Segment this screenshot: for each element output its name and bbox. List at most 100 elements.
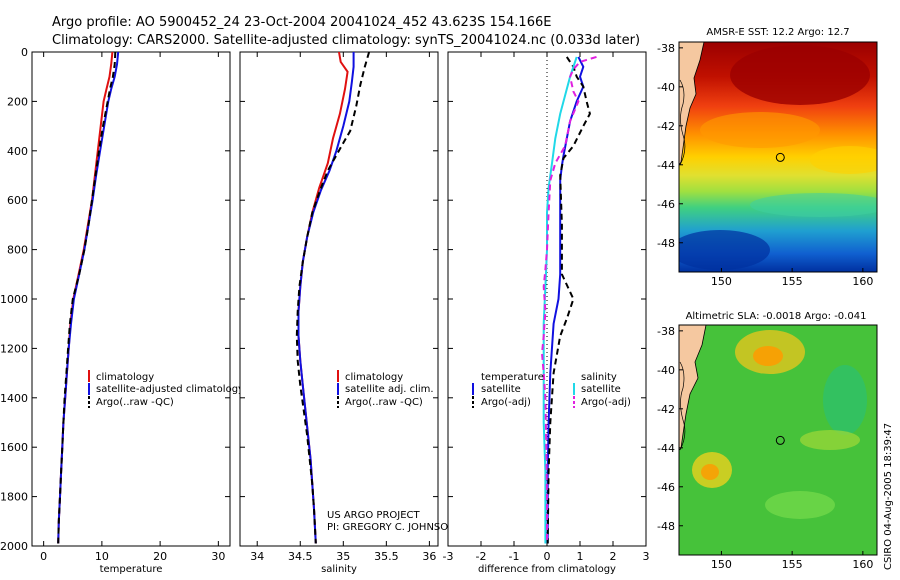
credit-pi: PI: GREGORY C. JOHNSON: [327, 522, 456, 533]
salinity-legend: climatology satellite adj. clim. Argo(..…: [337, 370, 434, 408]
difference-xlabel: difference from climatology: [478, 564, 616, 575]
temperature-lines: [57, 51, 120, 544]
y-tick-label: 800: [7, 244, 28, 257]
map-x-tick-label: 155: [782, 558, 803, 571]
legend-label-temp-argo: Argo(-adj): [481, 397, 531, 408]
difference-ticks: -3 -2 -1 0 1 2 3: [443, 51, 650, 563]
sst-yellow-patch: [810, 146, 877, 174]
temperature-axes-frame: [31, 51, 231, 547]
sla-map-ticks: 150 155 160 -38 -40 -42 -44 -46 -48: [657, 325, 873, 571]
y-tick-label: 1600: [0, 441, 28, 454]
x-tick-label: 35.5: [374, 550, 399, 563]
series-salinity-argo-adj-: [540, 55, 597, 544]
x-tick-label: 20: [153, 550, 167, 563]
map-y-tick-label: -46: [657, 198, 675, 211]
map-y-tick-label: -42: [657, 403, 675, 416]
sla-teal-blob: [823, 365, 867, 435]
x-tick-label: 34: [250, 550, 264, 563]
map-y-tick-label: -48: [657, 520, 675, 533]
sla-high-core-2: [701, 464, 719, 480]
x-tick-label: 0: [544, 550, 551, 563]
x-tick-label: 36: [422, 550, 436, 563]
credit-project: US ARGO PROJECT: [327, 510, 421, 521]
x-tick-label: 3: [643, 550, 650, 563]
map-y-tick-label: -48: [657, 237, 675, 250]
y-tick-label: 1800: [0, 491, 28, 504]
map-x-tick-label: 150: [711, 558, 732, 571]
temperature-legend: climatology satellite-adjusted climatolo…: [88, 370, 244, 408]
map-y-tick-label: -46: [657, 481, 675, 494]
y-tick-label: 0: [21, 46, 28, 59]
salinity-xlabel: salinity: [321, 564, 357, 575]
legend-label-climatology: climatology: [345, 372, 403, 383]
x-tick-label: 35: [336, 550, 350, 563]
figure-title-line2: Climatology: CARS2000. Satellite-adjuste…: [52, 33, 640, 48]
sla-contour: [679, 361, 686, 451]
series-temperature-argo-adj-: [546, 56, 591, 544]
legend-label-climatology: climatology: [96, 372, 154, 383]
legend-label-argo: Argo(..raw -QC): [345, 397, 423, 408]
salinity-axes-frame: [239, 51, 439, 547]
x-tick-label: 2: [610, 550, 617, 563]
sst-cold-patch: [679, 230, 770, 270]
difference-legend: temperature satellite Argo(-adj) salinit…: [472, 372, 631, 408]
y-tick-label: 1200: [0, 342, 28, 355]
x-tick-label: -3: [443, 550, 454, 563]
series-salinity-satellite: [542, 56, 578, 544]
y-tick-label: 2000: [0, 540, 28, 553]
map-y-tick-label: -40: [657, 364, 675, 377]
x-tick-label: 10: [95, 550, 109, 563]
sla-high-core: [753, 346, 783, 366]
salinity-panel: 34 34.5 35 35.5 36 salinity climatology sate…: [239, 51, 456, 575]
sst-contour: [679, 79, 686, 166]
salinity-ticks: 34 34.5 35 35.5 36: [240, 51, 438, 563]
sla-map-title: Altimetric SLA: -0.0018 Argo: -0.041: [686, 311, 867, 322]
map-x-tick-label: 160: [852, 275, 873, 288]
legend-label-satellite: satellite-adjusted climatology: [96, 384, 244, 395]
sla-argo-marker: [775, 435, 785, 445]
difference-lines: [540, 55, 597, 544]
map-x-tick-label: 150: [711, 275, 732, 288]
sst-map-ticks: 150 155 160 -38 -40 -42 -44 -46 -48: [657, 42, 873, 288]
sla-map: Altimetric SLA: -0.0018 Argo: -0.041 150…: [657, 311, 878, 571]
csiro-stamp: CSIRO 04-Aug-2005 18:39:47: [883, 423, 894, 570]
legend-label-satellite: satellite adj. clim.: [345, 384, 434, 395]
temperature-panel: 0 10 20 30 0 200 400 600 800 1000 1200 1400 1600 1800…: [0, 46, 244, 575]
map-y-tick-label: -40: [657, 81, 675, 94]
figure-title-line1: Argo profile: AO 5900452_24 23-Oct-2004 …: [52, 15, 551, 30]
sst-cool-band: [750, 193, 877, 217]
salinity-lines: [295, 51, 371, 544]
sst-argo-marker: [775, 152, 785, 162]
y-tick-label: 400: [7, 145, 28, 158]
temperature-xlabel: temperature: [100, 564, 163, 575]
map-y-tick-label: -44: [657, 442, 675, 455]
y-tick-label: 600: [7, 194, 28, 207]
series-argo-raw-qc-: [295, 51, 371, 544]
x-tick-label: -1: [509, 550, 520, 563]
x-tick-label: 1: [577, 550, 584, 563]
map-x-tick-label: 160: [852, 558, 873, 571]
sst-warm-blob: [730, 45, 870, 105]
legend-label-temp-satellite: satellite: [481, 384, 521, 395]
sst-warm-tongue: [700, 112, 820, 148]
legend-label-sal-argo: Argo(-adj): [581, 397, 631, 408]
y-tick-label: 1400: [0, 392, 28, 405]
sla-map-frame: [678, 324, 878, 556]
legend-title-temperature: temperature: [481, 372, 544, 383]
x-tick-label: 34.5: [288, 550, 313, 563]
y-tick-label: 1000: [0, 293, 28, 306]
x-tick-label: -2: [476, 550, 487, 563]
difference-panel: -3 -2 -1 0 1 2 3 difference from climatology t…: [443, 51, 650, 575]
legend-title-salinity: salinity: [581, 372, 617, 383]
temperature-ticks: 0 10 20 30 0 200 400 600 800 1000 1200 1400 1600 1800…: [0, 46, 230, 563]
series-argo-raw-qc-: [57, 51, 117, 544]
sst-land: [679, 42, 705, 166]
map-y-tick-label: -42: [657, 120, 675, 133]
legend-label-sal-satellite: satellite: [581, 384, 621, 395]
map-x-tick-label: 155: [782, 275, 803, 288]
x-tick-label: 30: [211, 550, 225, 563]
sla-mid-blob-2: [800, 430, 860, 450]
map-y-tick-label: -38: [657, 325, 675, 338]
sst-map-frame: [678, 41, 878, 273]
